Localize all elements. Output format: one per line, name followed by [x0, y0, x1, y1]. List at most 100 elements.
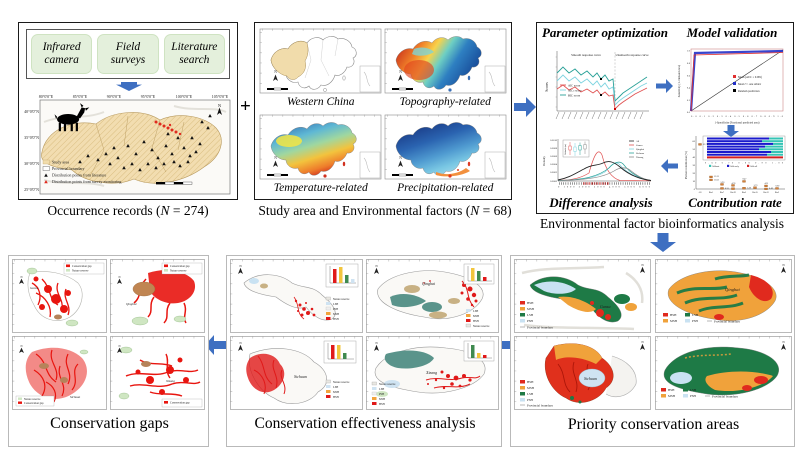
occurrence-map: N 80°0'0"E 85°0'0"E 90°0'0"E 95°0'0"E 10… [24, 94, 231, 195]
svg-text:Provincial boundary: Provincial boundary [712, 394, 738, 398]
svg-text:0.4: 0.4 [687, 87, 691, 90]
svg-text:PSH: PSH [690, 394, 697, 398]
region-label: Sichuan [584, 376, 597, 381]
left-arrow-icon [205, 335, 226, 355]
region-label: Qinghai [422, 281, 435, 286]
contribution-value-labels: 55.74 15.21 11.62 5.93 4.76 9.47 4.31 1.… [703, 144, 779, 190]
gaps-legend: Nature reserve Conservation gap [15, 395, 55, 407]
svg-text:1.28: 1.28 [747, 188, 752, 190]
x-tick: 105°0'0"E [212, 94, 229, 99]
north-arrow-icon: N [640, 263, 645, 273]
svg-text:LSH: LSH [692, 313, 699, 317]
scale-bar [391, 173, 413, 176]
svg-text:20: 20 [693, 172, 696, 175]
left-arrow-icon [661, 159, 678, 173]
down-arrow-icon [723, 125, 739, 137]
region-label: Qinghai [725, 287, 741, 292]
svg-text:Conservation gap: Conservation gap [170, 265, 190, 268]
svg-text:Sensitivity (1-Omission rate): Sensitivity (1-Omission rate) [678, 65, 681, 98]
svg-text:1.73: 1.73 [754, 185, 759, 187]
svg-text:Random prediction: Random prediction [738, 90, 760, 93]
svg-text:HSH: HSH [527, 301, 534, 305]
svg-text:0.92: 0.92 [776, 186, 780, 188]
annotation-smooth: Smooth response curve [571, 53, 601, 57]
panel-gaps: Gansu Conservation gap Nature reserve N … [8, 255, 209, 447]
north-arrow-icon: N [19, 276, 24, 284]
right-arrow-icon [514, 97, 536, 117]
gaps-map-qinghai: Qinghai Conservation gap Nature reserve … [110, 259, 205, 333]
x-tick: 95°0'0"E [141, 94, 156, 99]
svg-text:N: N [239, 341, 242, 345]
svg-text:Bio3: Bio3 [742, 192, 747, 194]
svg-text:Conservation gap: Conservation gap [24, 402, 44, 405]
western-china-region [270, 41, 309, 80]
north-arrow-icon: N [238, 341, 243, 351]
caption-study-area: Study area and Environmental factors (N … [258, 203, 512, 218]
right-arrow-icon [656, 79, 673, 93]
title-model-validation: Model validation [686, 25, 778, 40]
svg-text:Nature reserve: Nature reserve [24, 398, 41, 401]
contribution-x-labels: All Bio1 Bio7 Bio19 Bio3 Bio15 Bio12 Bio… [699, 191, 780, 194]
north-arrow-icon: N [397, 156, 403, 167]
map-topography: N Topography-related [384, 26, 508, 111]
down-arrow-icon [116, 82, 142, 91]
region-label: Qinghai [126, 302, 137, 306]
svg-text:Bio12: Bio12 [763, 192, 768, 194]
effectiveness-legend: LSH MSH HSH Nature reserve [465, 309, 490, 328]
svg-text:Provincial boundary: Provincial boundary [527, 403, 553, 407]
hsh-cluster [294, 299, 316, 317]
svg-text:0.6: 0.6 [687, 74, 691, 77]
priority-map-gansu: Gansu HSH MSH LSH PSH Provincial boundar… [514, 259, 651, 333]
svg-text:AIC score: AIC score [568, 83, 581, 87]
svg-text:Provincial boundary: Provincial boundary [714, 319, 740, 323]
svg-text:30: 30 [693, 164, 696, 167]
region-label: Xizang [165, 379, 175, 383]
priority-map-sichuan: Sichuan HSH MSH LSH PSH Provincial bound… [514, 336, 651, 410]
svg-text:N: N [641, 263, 644, 267]
region-label: Sichuan [70, 395, 81, 399]
literature-points [78, 114, 212, 172]
effectiveness-map-xizang: Xizang Nature reserve LSH PSH MSH HSH N [366, 336, 499, 410]
svg-text:PSH: PSH [527, 398, 534, 402]
svg-text:N: N [641, 340, 644, 344]
svg-text:Study area: Study area [52, 160, 69, 165]
svg-text:Gansu: Gansu [636, 144, 643, 147]
svg-text:MSH: MSH [379, 398, 385, 401]
svg-text:0.0000: 0.0000 [550, 180, 558, 183]
contribution-rate-chart: Percent contribution (%) 60 50 40 30 20 … [685, 135, 786, 194]
north-arrow-icon: N [640, 340, 645, 350]
svg-text:0.8: 0.8 [687, 62, 691, 65]
area-bar-inset [463, 340, 495, 362]
svg-text:PSH: PSH [692, 319, 699, 323]
svg-text:0.49: 0.49 [769, 188, 773, 190]
svg-text:MSH: MSH [670, 319, 678, 323]
study-area-shape [41, 112, 222, 184]
caption-bioinformatics: Environmental factor bioinformatics anal… [539, 216, 785, 231]
svg-text:HSH: HSH [668, 388, 675, 392]
svg-text:Bio1: Bio1 [709, 192, 713, 194]
stacked-bar-inset: 0.60 0.70 0.80 0.90 1.00 Without With on… [702, 135, 786, 168]
svg-text:All: All [636, 140, 640, 143]
contribution-points [698, 143, 779, 190]
svg-text:N: N [399, 70, 402, 74]
svg-text:MSH: MSH [333, 313, 339, 316]
north-arrow-icon: N [117, 345, 122, 353]
panel-bioinformatics: Parameter optimization Model validation … [536, 22, 794, 214]
x-tick: 80°0'0"E [39, 94, 54, 99]
svg-text:Nature reserve: Nature reserve [333, 381, 350, 384]
x-tick: 90°0'0"E [107, 94, 122, 99]
svg-text:4.31: 4.31 [765, 183, 769, 185]
svg-text:N: N [118, 276, 120, 279]
svg-text:MSH: MSH [473, 315, 479, 318]
north-arrow-icon: N [117, 276, 122, 284]
gaps-map-sichuan: Sichuan Nature reserve Conservation gap … [12, 336, 107, 410]
svg-text:PSH: PSH [333, 308, 338, 311]
density-legend: All Gansu Qinghai Sichuan Xizang [629, 140, 645, 159]
svg-text:MSH: MSH [668, 394, 676, 398]
svg-text:N: N [20, 345, 22, 348]
region-label: Xizang [425, 370, 437, 375]
map-legend: Study area Provincial boundary Distribut… [42, 160, 121, 184]
priority-map-xizang: HSH MSH LSH PSH Provincial boundary N [655, 336, 792, 410]
north-arrow-icon: N [374, 264, 379, 274]
caption-priority: Priority conservation areas [567, 416, 740, 433]
